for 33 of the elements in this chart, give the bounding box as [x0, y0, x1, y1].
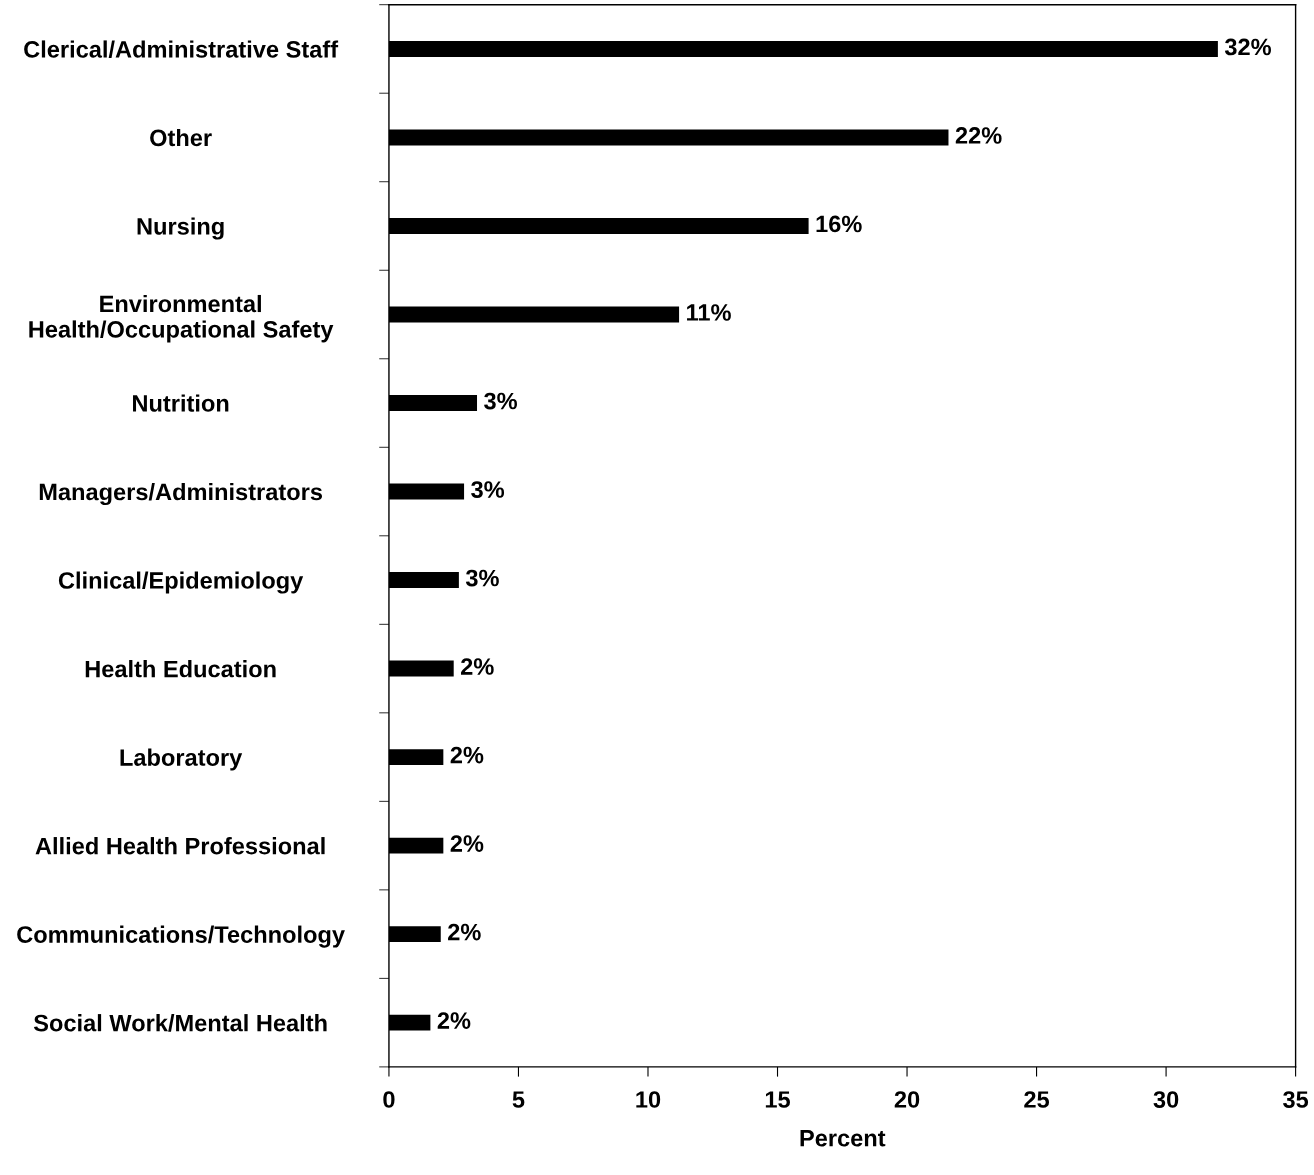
data-label: 11% — [687, 304, 731, 321]
y-tick-label: Nursing — [137, 217, 224, 240]
y-tick-label: Managers/Administrators — [39, 482, 323, 506]
data-label: 3% — [465, 569, 499, 587]
y-tick-label: Allied Health Professional — [35, 837, 325, 855]
data-label: 2% — [461, 658, 494, 675]
data-label: 16% — [816, 215, 862, 233]
data-label: 32% — [1224, 38, 1271, 56]
y-tick-label: Communications/Technology — [17, 925, 345, 948]
y-tick-label: Laboratory — [120, 748, 243, 771]
x-tick-label: 5 — [512, 1091, 525, 1108]
y-tick-label: Other — [150, 128, 212, 147]
y-tick-label: Social Work/Mental Health — [33, 1014, 327, 1032]
x-axis-title: Percent — [800, 1130, 886, 1147]
y-tick-label: Nutrition — [133, 394, 229, 412]
data-label: 3% — [471, 481, 505, 498]
data-label: 2% — [437, 1012, 471, 1029]
x-tick-label: 30 — [1153, 1091, 1179, 1108]
data-label: 22% — [955, 127, 1002, 144]
data-label: 2% — [448, 923, 481, 941]
data-label: 3% — [484, 392, 517, 410]
data-label: 2% — [450, 746, 484, 764]
y-tick-label: Clerical/Administrative Staff — [24, 40, 339, 58]
x-tick-label: 0 — [383, 1091, 395, 1108]
data-label: 2% — [450, 835, 484, 852]
x-tick-label: 35 — [1283, 1091, 1309, 1108]
x-tick-label: 15 — [765, 1091, 790, 1108]
x-tick-label: 25 — [1024, 1091, 1050, 1108]
y-tick-label: Clinical/Epidemiology — [58, 571, 304, 594]
x-tick-label: 10 — [636, 1091, 661, 1108]
y-tick-label: Health Education — [85, 660, 276, 678]
y-tick-label: Environmental Health/Occupational Safety — [29, 294, 334, 343]
x-tick-label: 20 — [894, 1091, 920, 1108]
